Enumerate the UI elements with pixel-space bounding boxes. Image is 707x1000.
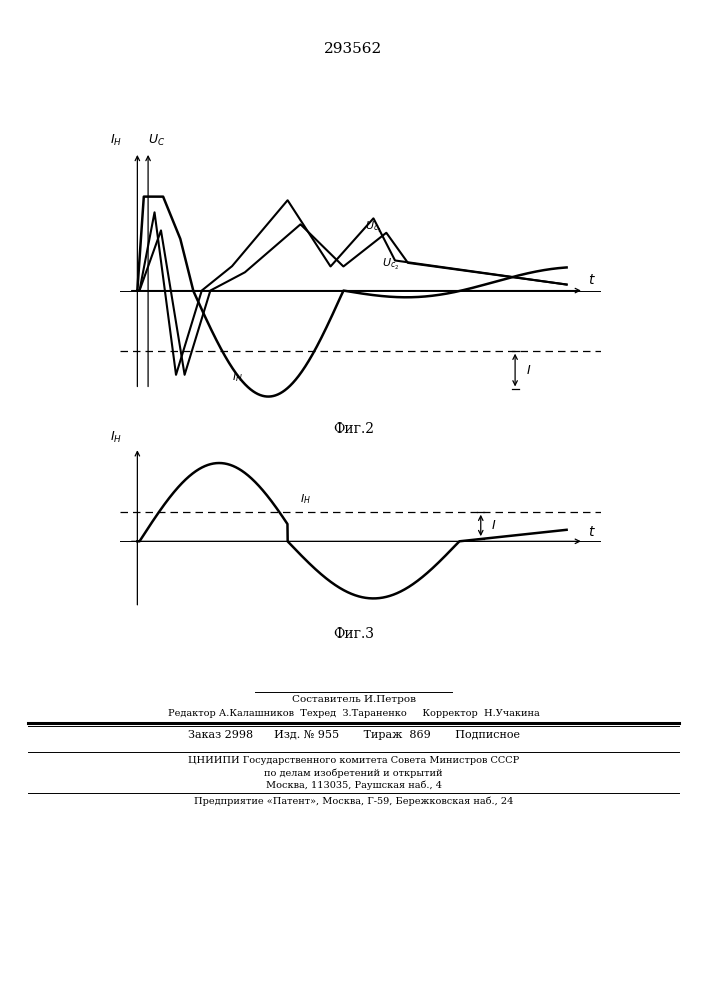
Text: $U_{c_1}$: $U_{c_1}$ [365,220,382,235]
Text: $I_H$: $I_H$ [110,133,122,148]
Text: Москва, 113035, Раушская наб., 4: Москва, 113035, Раушская наб., 4 [266,780,441,790]
Text: Составитель И.Петров: Составитель И.Петров [291,695,416,704]
Text: по делам изобретений и открытий: по делам изобретений и открытий [264,768,443,778]
Text: Редактор А.Калашников  Техред  З.Тараненко     Корректор  Н.Учакина: Редактор А.Калашников Техред З.Тараненко… [168,709,539,718]
Text: $I$: $I$ [491,519,497,532]
Text: $t$: $t$ [588,273,596,287]
Text: Предприятие «Патент», Москва, Г-59, Бережковская наб., 24: Предприятие «Патент», Москва, Г-59, Бере… [194,797,513,806]
Text: $t$: $t$ [588,525,596,539]
Text: $U_{c_2}$: $U_{c_2}$ [382,257,399,272]
Text: $I_H$: $I_H$ [232,370,243,384]
Text: $I_H$: $I_H$ [300,493,311,506]
Text: 293562: 293562 [325,42,382,56]
Text: Фиг.2: Фиг.2 [333,422,374,436]
Text: Заказ 2998      Изд. № 955       Тираж  869       Подписное: Заказ 2998 Изд. № 955 Тираж 869 Подписно… [187,730,520,740]
Text: $I_H$: $I_H$ [110,430,122,445]
Text: Фиг.3: Фиг.3 [333,627,374,641]
Text: ЦНИИПИ Государственного комитета Совета Министров СССР: ЦНИИПИ Государственного комитета Совета … [188,756,519,765]
Text: $I$: $I$ [526,364,531,377]
Text: $U_C$: $U_C$ [148,133,165,148]
